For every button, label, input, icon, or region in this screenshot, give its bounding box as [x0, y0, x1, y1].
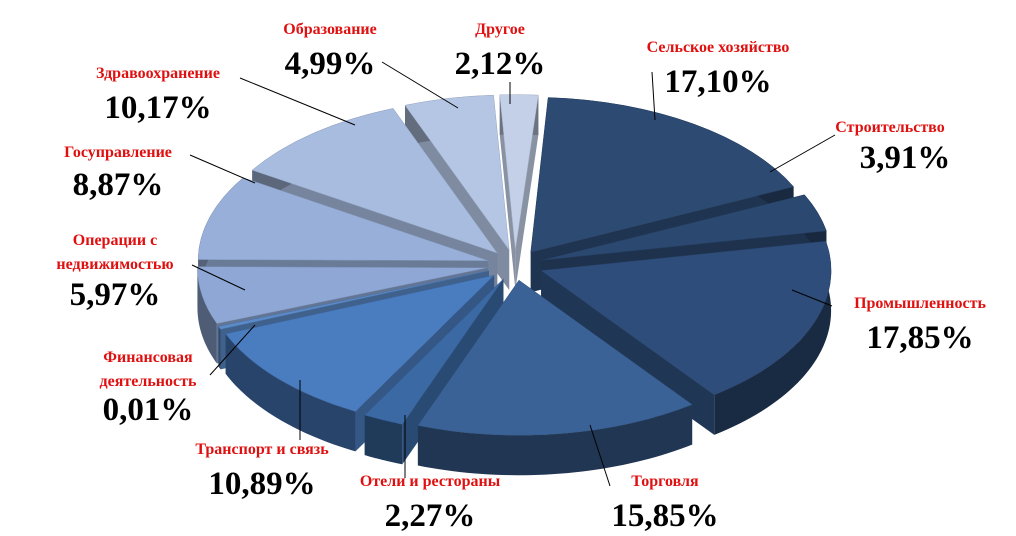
slice-label-name: Отели и рестораны	[360, 473, 501, 490]
leader-line	[589, 424, 611, 487]
slice-label-name: Торговля	[631, 473, 699, 490]
leader-line	[209, 324, 256, 376]
leader-line	[651, 71, 656, 121]
pie-slice-top	[197, 266, 488, 324]
pie-slice-top	[499, 94, 539, 250]
pie-slice-top	[540, 240, 832, 396]
slice-label-value: 2,27%	[385, 498, 476, 534]
pie-slice-top	[404, 94, 510, 251]
slice-label-name: Транспорт и связь	[195, 441, 329, 458]
leader-lines	[189, 61, 836, 487]
slice-label-name: Здравоохранение	[96, 65, 220, 82]
slice-label-value: 3,91%	[860, 140, 951, 176]
slice-labels: Сельское хозяйство 17,10% Строительство 3,9…	[56, 21, 986, 534]
slice-label-value: 17,10%	[664, 64, 771, 100]
pie-slices	[197, 94, 832, 476]
pie-slice-wall	[515, 95, 539, 290]
slice-label-name: Операции с	[73, 232, 157, 249]
slice-label-value: 2,12%	[455, 46, 546, 82]
slice-label-name: Сельское хозяйство	[647, 39, 790, 56]
pie-slice-top	[251, 108, 498, 254]
pie-slice-side	[364, 415, 403, 465]
pie-slice-top	[225, 274, 495, 412]
slice-label-value: 8,87%	[73, 167, 164, 203]
pie-slice-top	[417, 279, 693, 436]
slice-label-value: 5,97%	[70, 277, 161, 313]
pie-slice-top	[530, 97, 795, 253]
slice-label-value: 10,89%	[208, 466, 315, 502]
leader-line	[239, 77, 356, 126]
pie-slice	[417, 279, 693, 476]
pie-slice-top	[541, 194, 827, 261]
pie-slice-top	[364, 278, 504, 425]
pie-slice-top	[217, 270, 490, 330]
leader-line	[381, 61, 459, 109]
pie-slice-side	[197, 266, 217, 364]
slice-label-value: 17,85%	[866, 320, 973, 356]
leader-line	[769, 134, 836, 173]
slice-label-name: недвижимостью	[56, 256, 173, 273]
slice-label-name: Промышленность	[854, 295, 986, 312]
slice-label-name: Другое	[475, 21, 525, 38]
slice-label-name: деятельность	[100, 373, 197, 390]
pie-slice-side	[714, 241, 832, 435]
pie-slice-side	[417, 404, 693, 476]
slice-label-value: 4,99%	[285, 46, 376, 82]
slice-label-name: Образование	[283, 21, 376, 38]
leader-line	[791, 289, 833, 307]
slice-label-value: 10,17%	[104, 90, 211, 126]
pie-slice	[499, 94, 539, 290]
pie-slice-side	[218, 326, 221, 370]
slice-label-name: Строительство	[835, 119, 944, 136]
slice-label-value: 15,85%	[611, 498, 718, 534]
leader-line	[191, 264, 246, 291]
pie-slice-wall	[499, 94, 516, 290]
slice-label-name: Финансовая	[103, 349, 193, 366]
slice-label-value: 0,01%	[103, 392, 194, 428]
pie-slice-top	[197, 177, 489, 261]
pie-slice-side	[225, 333, 356, 452]
leader-line	[189, 154, 256, 184]
slice-label-name: Госуправление	[64, 144, 172, 161]
